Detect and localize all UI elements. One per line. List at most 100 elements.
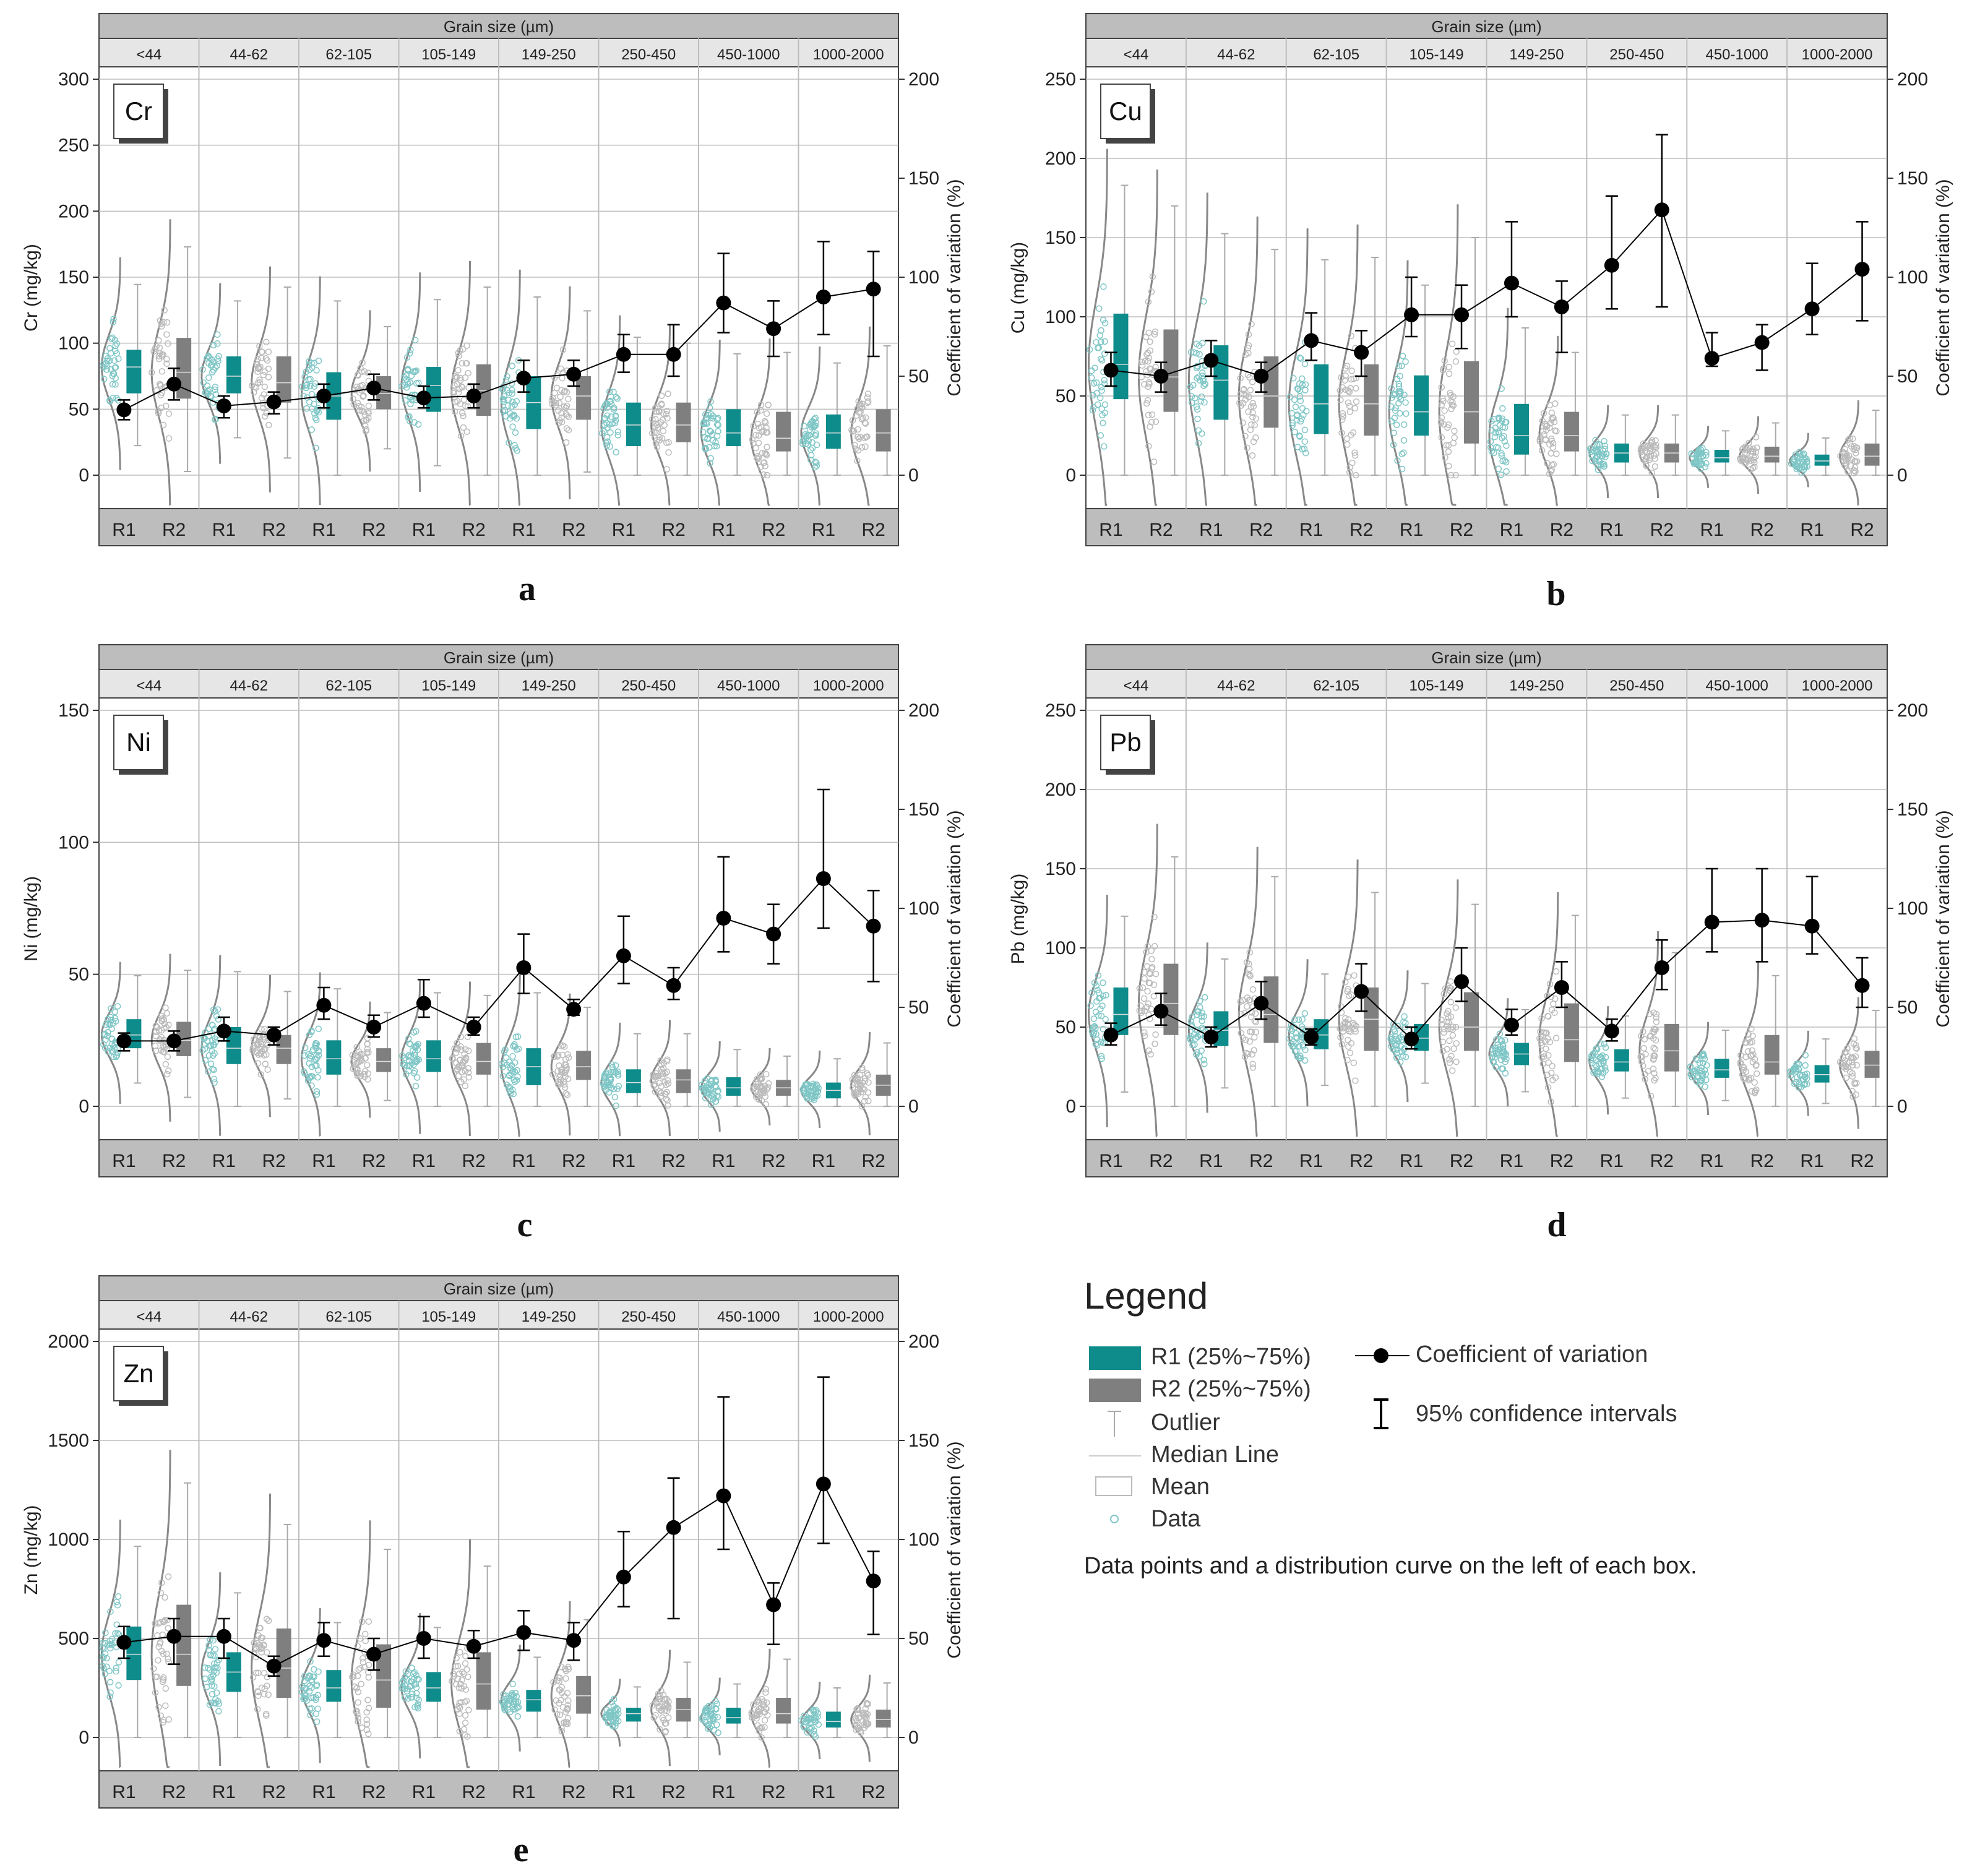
data-point [852, 1715, 859, 1722]
data-point [1143, 351, 1150, 358]
grain-class-label: 450-1000 [1705, 678, 1768, 694]
data-point [257, 1071, 264, 1078]
data-point [1149, 273, 1156, 280]
data-point [801, 1087, 808, 1095]
data-point [313, 1088, 321, 1095]
data-point [513, 1693, 520, 1700]
data-point [1597, 1040, 1604, 1047]
data-point [460, 1670, 468, 1677]
data-point [1300, 411, 1307, 418]
data-point [863, 1700, 871, 1706]
element-tag-label: Pb [1109, 728, 1141, 757]
data-point [859, 1718, 866, 1725]
data-point [807, 457, 814, 463]
box-R1 [1614, 1049, 1629, 1072]
data-point [454, 1039, 460, 1047]
data-point [700, 420, 707, 428]
distribution-curve [750, 338, 771, 506]
data-point [1392, 1036, 1399, 1043]
data-point [1091, 1023, 1098, 1030]
data-point [357, 1665, 364, 1672]
data-point [849, 417, 856, 424]
data-point [164, 1053, 171, 1061]
data-point [658, 1083, 665, 1090]
data-point [411, 1669, 418, 1676]
data-point [1802, 1062, 1809, 1069]
data-point [1747, 1039, 1754, 1046]
data-point [307, 1052, 314, 1059]
replicate-label: R2 [162, 1151, 186, 1171]
data-point [1796, 1061, 1802, 1068]
data-point [1199, 1024, 1205, 1031]
data-point [663, 1095, 669, 1103]
data-point [1851, 470, 1857, 476]
data-point [1249, 1064, 1257, 1071]
data-point [1703, 460, 1710, 467]
data-point [1296, 387, 1303, 394]
data-point [1450, 402, 1457, 409]
data-point [1147, 338, 1153, 345]
data-point [853, 1078, 860, 1085]
data-point [1843, 1074, 1850, 1082]
data-point [1344, 441, 1351, 448]
data-point [557, 1081, 564, 1088]
data-point [100, 1654, 107, 1661]
data-point [1587, 1056, 1595, 1064]
data-point [755, 1096, 762, 1103]
data-point [1201, 399, 1208, 406]
box-R2 [476, 1652, 491, 1710]
replicate-label: R1 [312, 520, 335, 540]
data-point [308, 390, 316, 398]
data-point [1100, 283, 1107, 290]
data-point [413, 1028, 420, 1035]
data-point [1793, 465, 1800, 473]
data-point [711, 442, 718, 450]
data-point [1192, 395, 1199, 402]
data-point [501, 392, 507, 400]
data-point [1547, 450, 1555, 457]
data-point [1191, 1041, 1198, 1048]
data-point [1502, 1058, 1509, 1065]
data-point [1450, 393, 1457, 400]
cv-point [416, 996, 431, 1011]
data-point [258, 1649, 265, 1656]
cv-point [1103, 1027, 1119, 1043]
data-point [763, 410, 770, 417]
data-point [202, 1664, 209, 1671]
data-point [112, 347, 119, 355]
data-point [258, 355, 265, 361]
data-point [1095, 1012, 1102, 1019]
replicate-label: R1 [812, 1782, 835, 1802]
data-point [115, 1659, 123, 1666]
data-point [1745, 1031, 1752, 1038]
data-point [857, 402, 864, 409]
data-point [159, 1678, 166, 1685]
data-point [1098, 405, 1105, 413]
data-point [1089, 1031, 1096, 1038]
distribution-curve [550, 993, 571, 1136]
data-point [398, 1052, 406, 1059]
data-point [856, 435, 863, 442]
data-point [813, 441, 820, 449]
element-tag-label: Cr [125, 97, 152, 126]
data-point [1841, 462, 1848, 469]
data-point [1090, 392, 1096, 399]
data-point [462, 1660, 469, 1667]
data-point [1747, 1052, 1754, 1059]
cv-point [1604, 257, 1619, 273]
data-point [863, 1722, 870, 1729]
data-point [157, 1590, 165, 1596]
data-point [1753, 1086, 1760, 1093]
data-point [1538, 1042, 1545, 1049]
data-point [1194, 1008, 1201, 1015]
data-point [1699, 1051, 1707, 1058]
data-point [1145, 442, 1152, 450]
data-point [1142, 358, 1149, 364]
cv-point [1103, 363, 1119, 378]
data-point [460, 1683, 468, 1690]
data-point [111, 1009, 118, 1015]
cv-point [166, 1033, 182, 1049]
data-point [714, 1713, 721, 1721]
data-point [553, 384, 561, 392]
data-point [708, 1092, 715, 1099]
